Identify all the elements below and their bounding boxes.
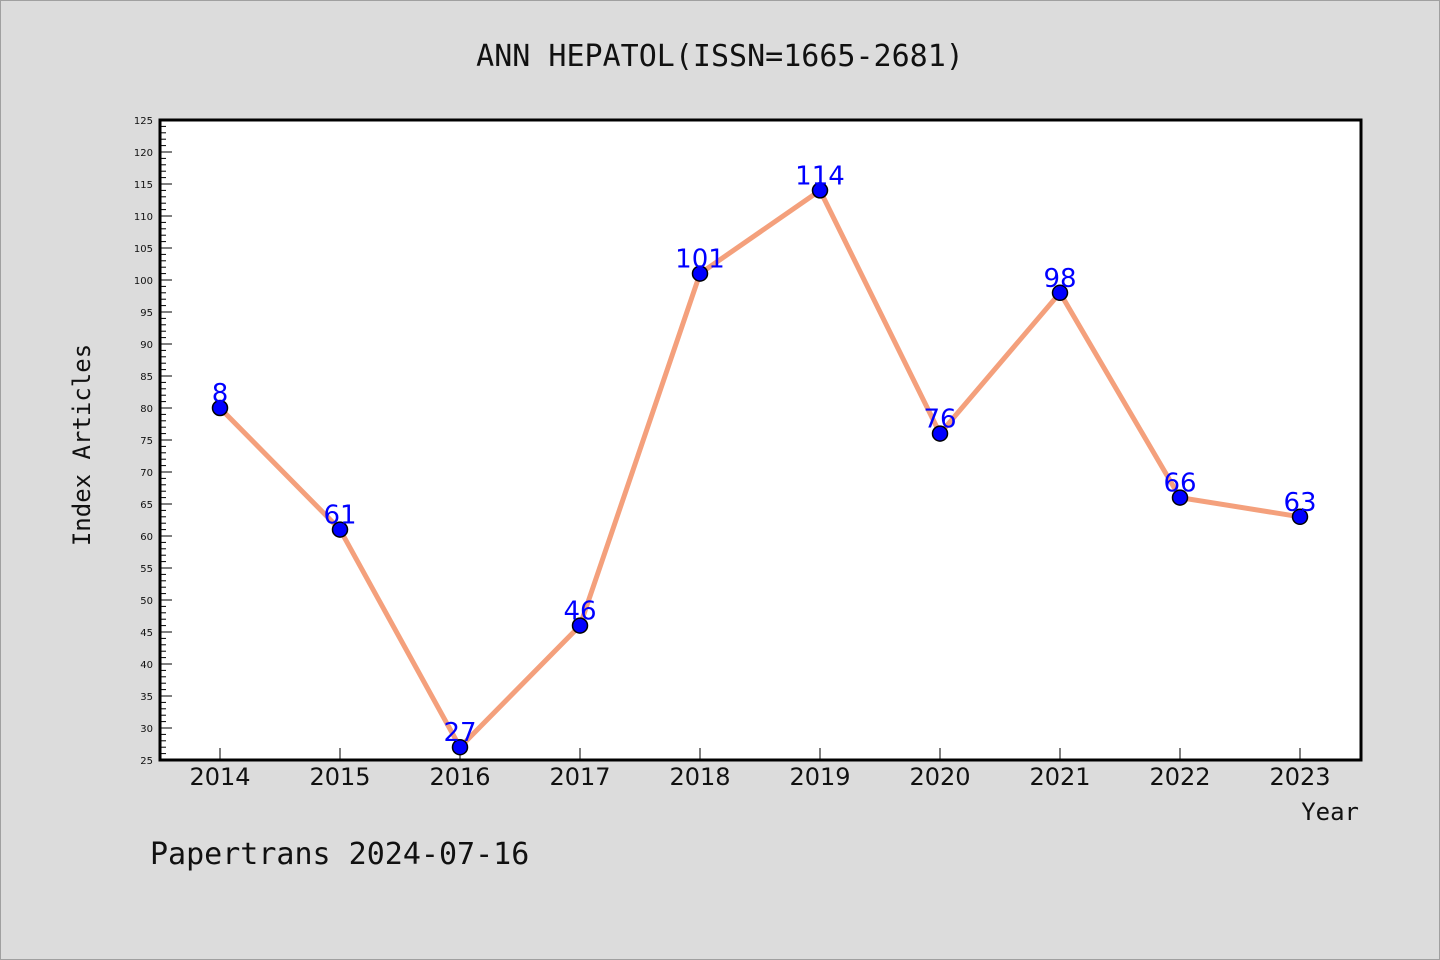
x-tick-label: 2021 [1029,763,1090,791]
data-label: 61 [323,501,356,531]
y-tick-label: 30 [140,724,153,735]
series-line [217,187,1303,750]
data-label: 63 [1283,488,1316,518]
data-point [1171,489,1189,506]
data-point [211,399,229,417]
y-tick-label: 90 [140,340,153,351]
y-tick-label: 50 [140,596,153,607]
data-label: 101 [675,245,725,275]
data-point [571,617,589,634]
x-tick-label: 2016 [429,763,490,791]
y-tick-label: 35 [140,692,153,703]
data-label: 76 [923,405,956,435]
y-tick-label: 60 [140,532,153,543]
data-label: 66 [1163,469,1196,499]
x-tick-label: 2020 [909,763,970,791]
y-tick-label: 85 [140,372,153,383]
data-point [331,521,349,538]
x-tick-label: 2015 [309,763,370,791]
data-point [1051,284,1069,302]
chart-title: ANN HEPATOL(ISSN=1665-2681) [476,39,964,74]
data-label: 8 [212,379,229,409]
data-point [451,738,469,756]
x-axis: 2014 2015 2016 2017 2018 2019 2020 2021 2022 2023 [189,748,1331,791]
y-tick-label: 55 [140,564,153,575]
data-point [691,265,709,282]
data-label: 46 [563,597,596,627]
y-tick-label: 110 [134,212,153,223]
plot-area [158,118,1363,762]
x-tick-label: 2022 [1149,763,1210,791]
y-tick-label: 40 [140,660,153,671]
y-tick-label: 65 [140,500,153,511]
x-tick-label: 2018 [669,763,730,791]
data-label: 27 [443,718,476,748]
series-group: 8 61 27 46 101 114 76 98 66 63 [211,161,1317,756]
y-tick-label: 70 [140,468,153,479]
x-tick-label: 2019 [789,763,850,791]
x-tick-label: 2023 [1269,763,1330,791]
y-tick-label: 100 [134,276,153,287]
y-axis: 25 30 35 40 45 50 55 60 65 70 75 80 85 90 95 100 105 110 1… [134,116,172,767]
y-axis-title: Index Articles [68,344,96,546]
footer-text: Papertrans 2024-07-16 [150,837,529,872]
y-tick-label: 95 [140,308,153,319]
x-axis-title: Year [1301,798,1359,826]
data-label: 114 [795,161,845,191]
data-point [811,182,829,199]
y-tick-label: 115 [134,180,153,191]
data-label: 98 [1043,264,1076,294]
y-tick-label: 125 [134,116,153,127]
y-tick-label: 120 [134,148,153,159]
y-tick-label: 25 [140,756,153,767]
data-point [1291,508,1309,526]
y-tick-label: 105 [134,244,153,255]
x-tick-label: 2017 [549,763,610,791]
x-tick-label: 2014 [189,763,250,791]
data-point [931,425,949,442]
y-tick-label: 45 [140,628,153,639]
y-tick-label: 80 [140,404,153,415]
y-tick-label: 75 [140,436,153,447]
